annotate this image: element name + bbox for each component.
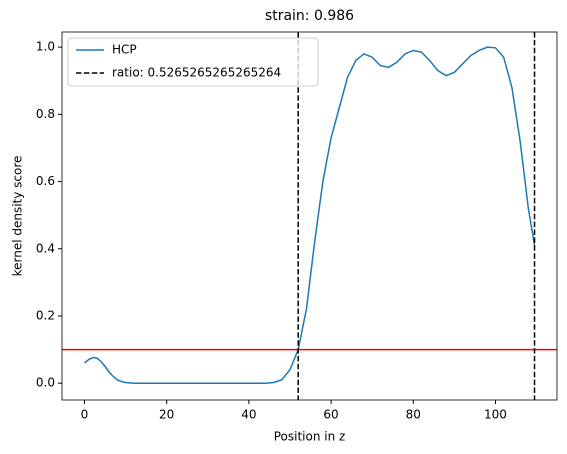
y-tick-label: 0.6 — [36, 174, 55, 188]
x-tick-label: 0 — [81, 408, 89, 422]
chart-title: strain: 0.986 — [265, 8, 354, 24]
x-tick-label: 60 — [323, 408, 338, 422]
legend-box — [67, 37, 319, 87]
y-tick-label: 0.2 — [36, 308, 55, 322]
x-axis-label: Position in z — [274, 430, 346, 444]
legend-label: ratio: 0.5265265265265264 — [112, 66, 281, 80]
data-line — [84, 46, 536, 384]
x-tick-label: 80 — [406, 408, 421, 422]
y-tick-label: 0.0 — [36, 376, 55, 390]
x-tick-label: 100 — [484, 408, 507, 422]
y-tick-label: 0.4 — [36, 241, 55, 255]
y-tick-label: 0.8 — [36, 107, 55, 121]
x-tick-label: 40 — [241, 408, 256, 422]
y-axis-label: kernel density score — [11, 156, 25, 277]
axes-frame — [61, 31, 558, 401]
x-tick-label: 20 — [159, 408, 174, 422]
legend-label: HCP — [112, 43, 137, 57]
y-tick-label: 1.0 — [36, 40, 55, 54]
